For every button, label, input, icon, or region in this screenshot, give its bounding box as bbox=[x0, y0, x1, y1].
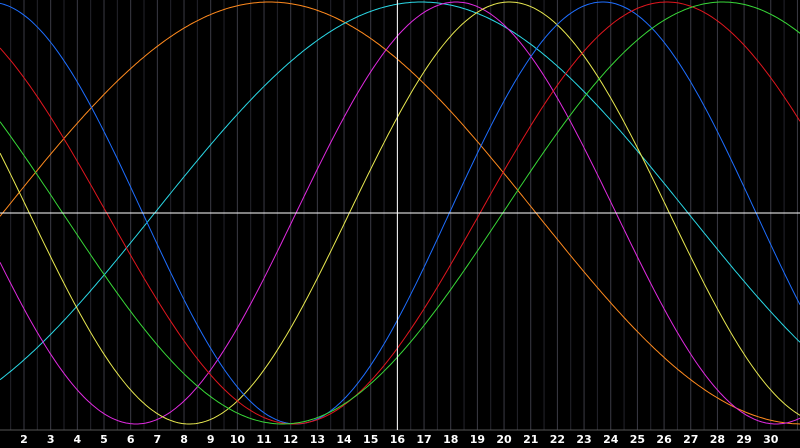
x-tick-label: 13 bbox=[310, 433, 325, 446]
series-line-6 bbox=[0, 1, 800, 425]
x-tick-label: 3 bbox=[47, 433, 55, 446]
x-tick-labels: 2 3 4 5 6 7 8 9 10 11 12 13 14 15 16 17 18 19 20 21 22 23 24 25… bbox=[20, 433, 779, 446]
x-tick-label: 26 bbox=[656, 433, 672, 446]
series-line-5 bbox=[0, 1, 800, 425]
x-tick-label: 25 bbox=[630, 433, 645, 446]
x-tick-label: 20 bbox=[496, 433, 512, 446]
series-line-4 bbox=[0, 1, 800, 425]
series-line-3 bbox=[0, 1, 800, 425]
x-tick-label: 19 bbox=[470, 433, 485, 446]
x-tick-label: 2 bbox=[20, 433, 28, 446]
x-tick-label: 21 bbox=[523, 433, 538, 446]
series-lines bbox=[0, 1, 800, 425]
x-tick-label: 4 bbox=[74, 433, 82, 446]
x-tick-label: 10 bbox=[230, 433, 246, 446]
x-tick-label: 29 bbox=[736, 433, 751, 446]
x-tick-label: 18 bbox=[443, 433, 458, 446]
gridlines bbox=[0, 0, 800, 431]
x-tick-label: 15 bbox=[363, 433, 378, 446]
x-tick-label: 24 bbox=[603, 433, 619, 446]
x-tick-label: 22 bbox=[550, 433, 565, 446]
x-tick-label: 6 bbox=[127, 433, 135, 446]
series-line-1 bbox=[0, 1, 800, 425]
x-tick-label: 7 bbox=[154, 433, 162, 446]
x-tick-label: 17 bbox=[416, 433, 431, 446]
x-tick-label: 30 bbox=[763, 433, 779, 446]
x-tick-label: 14 bbox=[336, 433, 352, 446]
x-tick-label: 12 bbox=[283, 433, 298, 446]
x-tick-label: 28 bbox=[710, 433, 725, 446]
x-tick-label: 5 bbox=[100, 433, 108, 446]
x-tick-label: 9 bbox=[207, 433, 215, 446]
series-line-2 bbox=[0, 1, 800, 381]
x-tick-label: 16 bbox=[390, 433, 406, 446]
x-tick-label: 8 bbox=[180, 433, 188, 446]
crosshair bbox=[0, 0, 800, 430]
series-line-7 bbox=[0, 1, 800, 425]
x-tick-label: 27 bbox=[683, 433, 698, 446]
x-tick-label: 11 bbox=[256, 433, 271, 446]
x-tick-label: 23 bbox=[576, 433, 591, 446]
